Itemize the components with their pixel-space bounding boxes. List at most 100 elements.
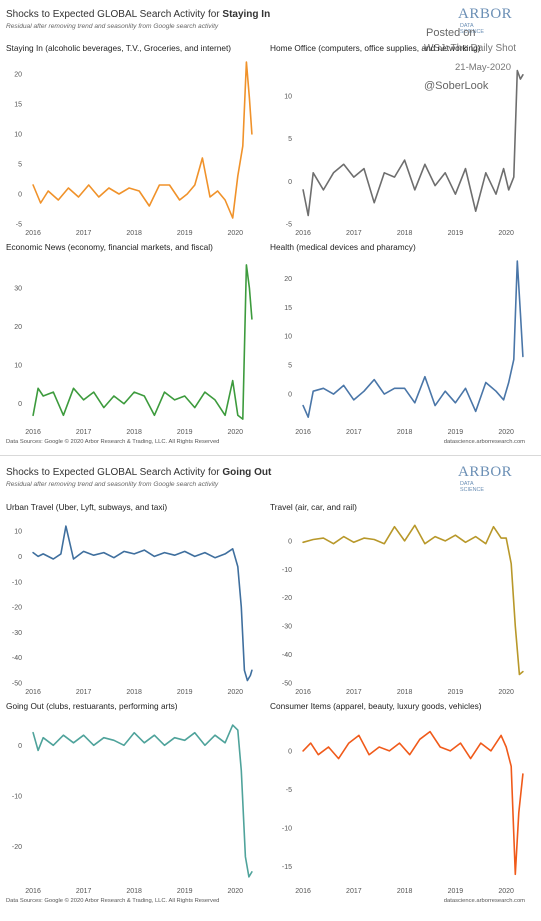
x-tick-label: 2019 — [448, 689, 464, 695]
section-divider — [0, 455, 541, 456]
series-line — [302, 69, 524, 217]
section-subtitle: Residual after removing trend and season… — [6, 481, 219, 488]
x-tick-label: 2019 — [448, 888, 464, 894]
series-line — [32, 264, 253, 420]
arbor-logo: ARBOR DATA SCIENCE — [458, 463, 541, 499]
logo-wordmark: ARBOR — [458, 464, 513, 480]
y-tick-label: 15 — [284, 305, 292, 312]
panel-title-urban-travel: Urban Travel (Uber, Lyft, subways, and t… — [6, 502, 168, 512]
y-tick-label: 0 — [18, 192, 22, 199]
y-tick-label: 30 — [14, 286, 22, 293]
x-tick-label: 2016 — [295, 230, 311, 236]
y-tick-label: 0 — [18, 401, 22, 408]
x-tick-label: 2018 — [397, 429, 413, 435]
x-tick-label: 2019 — [448, 429, 464, 435]
section-subtitle: Residual after removing trend and season… — [6, 23, 219, 30]
logo-sub-data: DATA — [460, 481, 474, 487]
x-tick-label: 2016 — [295, 888, 311, 894]
y-tick-label: 5 — [288, 136, 292, 143]
y-tick-label: -5 — [286, 222, 292, 229]
section-title-staying-in: Shocks to Expected GLOBAL Search Activit… — [6, 9, 270, 20]
section-title-emphasis: Staying In — [222, 9, 271, 20]
y-tick-label: -5 — [286, 787, 292, 794]
footer-sources: Data Sources: Google © 2020 Arbor Resear… — [6, 439, 220, 445]
section-title-emphasis: Going Out — [222, 467, 272, 478]
x-tick-label: 2017 — [346, 689, 362, 695]
section-title-prefix: Shocks to Expected GLOBAL Search Activit… — [6, 467, 223, 478]
x-tick-label: 2016 — [25, 689, 41, 695]
x-tick-label: 2016 — [25, 230, 41, 236]
x-tick-label: 2018 — [126, 888, 142, 894]
series-line — [302, 730, 524, 876]
x-tick-label: 2017 — [76, 429, 92, 435]
y-tick-label: 10 — [284, 334, 292, 341]
y-tick-label: 5 — [18, 162, 22, 169]
chart-home-office: -5 0 5 10 2016 2017 2018 2019 2020 — [284, 69, 524, 236]
y-tick-label: -10 — [282, 826, 292, 833]
y-tick-label: 0 — [288, 179, 292, 186]
y-tick-label: -10 — [12, 579, 22, 586]
x-tick-label: 2020 — [498, 429, 514, 435]
y-tick-label: -50 — [282, 681, 292, 688]
chart-travel: -50 -40 -30 -20 -10 0 2016 2017 2018 2019 2020 — [282, 524, 524, 695]
overlay-site: WSJ: The Daily Shot — [424, 43, 517, 54]
y-tick-label: -5 — [16, 222, 22, 229]
x-tick-label: 2017 — [76, 888, 92, 894]
y-tick-label: 15 — [14, 102, 22, 109]
y-tick-label: 20 — [14, 72, 22, 79]
x-tick-label: 2020 — [498, 230, 514, 236]
x-tick-label: 2016 — [25, 888, 41, 894]
section-title-prefix: Shocks to Expected GLOBAL Search Activit… — [6, 9, 223, 20]
x-tick-label: 2020 — [498, 888, 514, 894]
y-tick-label: -15 — [282, 864, 292, 871]
footer-link[interactable]: datascience.arborresearch.com — [443, 898, 525, 904]
arbor-logo: ARBOR DATA SCIENCE — [458, 5, 541, 41]
x-tick-label: 2016 — [295, 689, 311, 695]
panel-title-health: Health (medical devices and pharamcy) — [270, 242, 416, 252]
x-tick-label: 2017 — [76, 689, 92, 695]
x-tick-label: 2020 — [227, 230, 243, 236]
overlay-handle: @SoberLook — [424, 80, 489, 92]
y-tick-label: -40 — [282, 652, 292, 659]
y-tick-label: -10 — [282, 567, 292, 574]
x-tick-label: 2019 — [177, 230, 193, 236]
x-tick-label: 2017 — [346, 888, 362, 894]
y-tick-label: -20 — [12, 844, 22, 851]
x-tick-label: 2018 — [397, 689, 413, 695]
series-line — [302, 524, 524, 676]
footer-link[interactable]: datascience.arborresearch.com — [443, 439, 525, 445]
y-tick-label: -20 — [282, 595, 292, 602]
y-tick-label: 5 — [288, 363, 292, 370]
x-tick-label: 2019 — [177, 689, 193, 695]
series-line — [32, 724, 253, 878]
panel-title-staying-in: Staying In (alcoholic beverages, T.V., G… — [6, 43, 232, 53]
y-tick-label: 0 — [288, 748, 292, 755]
x-tick-label: 2020 — [227, 689, 243, 695]
x-tick-label: 2018 — [126, 689, 142, 695]
y-tick-label: 20 — [14, 324, 22, 331]
logo-wordmark: ARBOR — [458, 6, 513, 22]
y-tick-label: 0 — [18, 554, 22, 561]
footer-sources: Data Sources: Google © 2020 Arbor Resear… — [6, 898, 220, 904]
panel-title-going-out: Going Out (clubs, restuarants, performin… — [6, 701, 178, 711]
overlay-posted-on: Posted on — [426, 27, 476, 39]
panel-title-economic-news: Economic News (economy, financial market… — [6, 242, 213, 252]
overlay-date: 21-May-2020 — [455, 62, 511, 73]
x-tick-label: 2018 — [126, 230, 142, 236]
y-tick-label: 0 — [288, 392, 292, 399]
x-tick-label: 2016 — [25, 429, 41, 435]
x-tick-label: 2020 — [227, 429, 243, 435]
chart-economic-news: 0 10 20 30 2016 2017 2018 2019 2020 — [14, 264, 253, 435]
y-tick-label: 10 — [284, 94, 292, 101]
x-tick-label: 2017 — [346, 230, 362, 236]
logo-sub-science: SCIENCE — [460, 487, 484, 493]
x-tick-label: 2020 — [227, 888, 243, 894]
x-tick-label: 2018 — [397, 230, 413, 236]
chart-urban-travel: -50 -40 -30 -20 -10 0 10 2016 2017 2018 2019 2020 — [12, 525, 253, 695]
x-tick-label: 2017 — [76, 230, 92, 236]
y-tick-label: -40 — [12, 655, 22, 662]
x-tick-label: 2018 — [126, 429, 142, 435]
y-tick-label: -10 — [12, 793, 22, 800]
series-line — [302, 260, 524, 418]
logo-sub-data: DATA — [460, 23, 474, 29]
